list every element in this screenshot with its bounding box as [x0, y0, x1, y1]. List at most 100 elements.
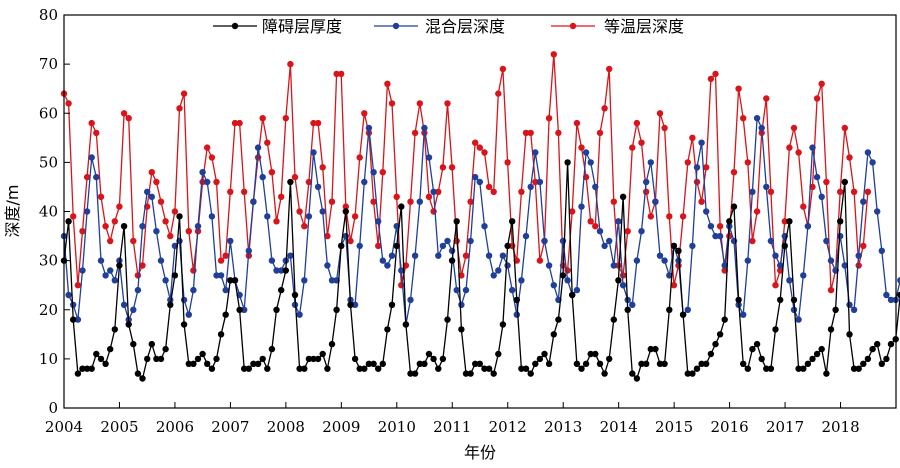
data-point — [652, 345, 659, 353]
data-point — [213, 355, 220, 363]
data-point — [264, 365, 271, 372]
data-point — [619, 282, 627, 289]
data-point — [573, 360, 581, 367]
data-point — [610, 316, 617, 323]
data-point — [536, 257, 544, 264]
data-point — [481, 365, 488, 372]
data-point — [874, 340, 881, 348]
data-point — [707, 350, 715, 358]
data-point — [744, 365, 751, 372]
data-point — [656, 252, 664, 259]
data-point — [629, 370, 636, 377]
data-point — [564, 159, 571, 166]
data-point — [425, 193, 433, 200]
data-point — [601, 242, 608, 250]
data-point — [250, 360, 257, 367]
data-point — [485, 365, 493, 372]
data-point — [670, 282, 678, 289]
data-point — [730, 169, 738, 176]
data-point — [763, 365, 770, 372]
data-point — [157, 198, 165, 205]
data-point — [749, 345, 756, 353]
data-point — [823, 370, 830, 377]
legend-swatch-marker — [392, 22, 400, 30]
data-point — [130, 306, 137, 313]
data-point — [402, 321, 410, 328]
data-point — [273, 306, 280, 313]
data-point — [541, 350, 548, 358]
data-point — [236, 306, 243, 313]
data-point — [416, 100, 423, 107]
data-point — [398, 267, 405, 274]
data-point — [864, 188, 872, 195]
data-point — [425, 350, 433, 358]
data-point — [217, 331, 225, 338]
data-point — [509, 286, 516, 294]
data-point — [217, 257, 225, 264]
data-point — [476, 144, 483, 151]
data-point — [393, 193, 400, 200]
data-point — [587, 350, 594, 358]
x-tick-label: 2005 — [100, 418, 138, 436]
data-point — [190, 286, 197, 294]
data-point — [204, 144, 211, 151]
x-tick-label: 2013 — [544, 418, 582, 436]
data-point — [564, 277, 571, 284]
legend-swatch-marker — [569, 22, 577, 30]
data-point — [227, 237, 234, 245]
data-point — [647, 159, 654, 166]
data-point — [176, 213, 183, 220]
data-point — [70, 301, 77, 308]
data-point — [887, 340, 895, 348]
data-point — [777, 296, 784, 304]
data-point — [545, 360, 553, 367]
data-point — [356, 365, 363, 372]
data-point — [273, 267, 280, 274]
data-point — [162, 218, 169, 225]
data-point — [698, 198, 705, 205]
data-point — [333, 70, 340, 78]
data-point — [83, 173, 91, 181]
data-point — [592, 183, 599, 191]
data-point — [97, 355, 105, 363]
data-point — [629, 301, 636, 308]
data-point — [749, 237, 756, 245]
data-point — [536, 178, 544, 186]
data-point — [296, 311, 303, 318]
data-point — [800, 272, 807, 279]
data-point — [638, 139, 645, 146]
data-point — [777, 267, 784, 274]
data-point — [93, 173, 100, 181]
data-point — [153, 355, 160, 363]
data-point — [241, 365, 248, 372]
data-point — [666, 213, 673, 220]
data-point — [753, 115, 761, 122]
data-point — [268, 345, 276, 353]
data-point — [499, 65, 507, 73]
data-point — [740, 311, 747, 318]
data-point — [213, 178, 220, 186]
data-point — [227, 277, 234, 284]
data-point — [790, 306, 798, 313]
data-point — [679, 311, 687, 318]
data-point — [365, 124, 373, 132]
data-point — [850, 306, 858, 313]
data-point — [823, 178, 830, 186]
data-point — [716, 223, 724, 230]
data-point — [601, 370, 608, 377]
data-point — [171, 272, 179, 279]
data-point — [180, 321, 188, 328]
data-point — [171, 208, 179, 215]
data-point — [472, 360, 479, 367]
data-point — [813, 95, 821, 102]
data-point — [545, 115, 553, 122]
data-point — [264, 213, 271, 220]
data-point — [259, 115, 266, 122]
data-point — [305, 355, 313, 363]
data-point — [305, 178, 313, 186]
data-point — [222, 311, 229, 318]
x-tick-label: 2007 — [211, 418, 249, 436]
data-point — [522, 365, 530, 372]
data-point — [804, 360, 812, 367]
